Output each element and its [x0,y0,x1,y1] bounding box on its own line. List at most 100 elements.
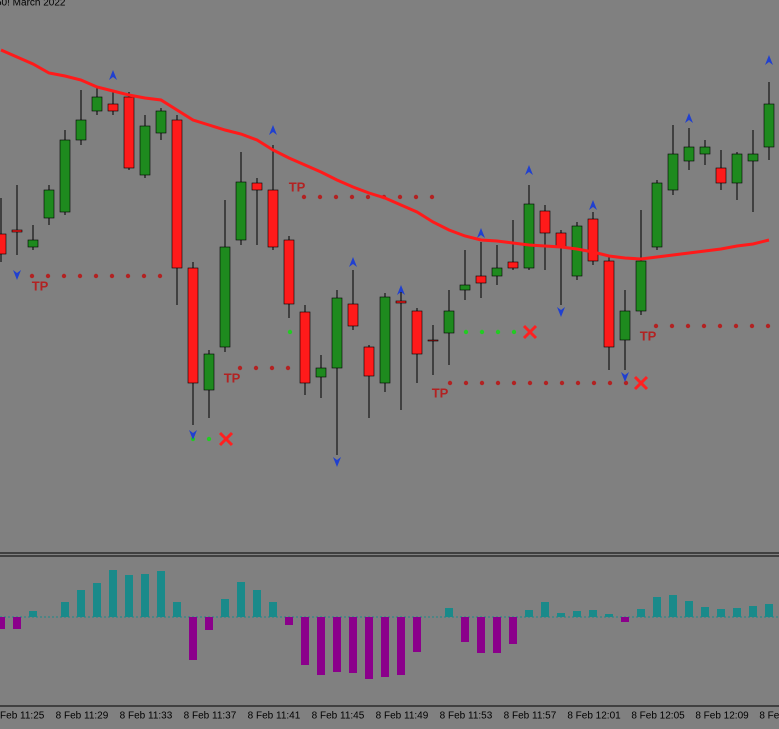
histogram-bar [157,571,165,617]
signal-dot [591,380,597,386]
signal-dot [765,323,771,329]
chart-title: 50! March 2022 [0,0,66,9]
signal-dot [463,380,469,386]
signal-dot [527,380,533,386]
candle-body [555,232,567,248]
x-tick-label: 8 Feb 11:49 [376,711,429,722]
candle-body [587,218,599,262]
histogram-bar [317,617,325,675]
stop-mark [633,375,649,391]
candle-body [763,103,775,148]
histogram-bar [685,601,693,617]
candle-body [155,110,167,134]
up-arrow [109,70,117,80]
candle-body [443,310,455,334]
histogram-bar [221,599,229,617]
signal-dot [333,194,339,200]
candle-body [315,367,327,378]
histogram-bar [509,617,517,644]
histogram-bar [397,617,405,675]
candle-body [747,153,759,162]
candle-body [139,125,151,176]
signal-dot [511,380,517,386]
signal-dot [653,323,659,329]
candle-body [603,260,615,348]
candle-body [411,310,423,355]
candle-body [107,103,119,112]
up-arrow [397,285,405,295]
x-tick-label: 8 Feb 11:37 [184,711,237,722]
signal-dot [29,273,35,279]
histogram-bar [125,575,133,617]
moving-average [0,48,770,261]
x-tick-label: 8 Feb 12:13 [759,711,779,722]
histogram-bar [653,597,661,617]
candle-body [731,153,743,184]
candle-body [427,339,439,342]
up-arrow [525,165,533,175]
histogram-bar [173,602,181,617]
signal-dot [45,273,51,279]
histogram-bar [445,608,453,617]
x-tick-label: 8 Feb 12:05 [631,711,685,722]
histogram-bar [109,570,117,617]
histogram-bar [349,617,357,673]
candle-body [539,210,551,234]
candle-body [491,267,503,277]
x-tick-label: 8 Feb 11:41 [248,711,301,722]
signal-dot [269,365,275,371]
candle-body [219,246,231,348]
candle-body [299,311,311,384]
candle-body [635,260,647,312]
candle-body [651,182,663,248]
down-arrow [621,372,629,382]
signal-dot [253,365,259,371]
candle-body [75,119,87,141]
signal-dot [141,273,147,279]
tp-label: TP [224,370,241,385]
signal-dot [685,323,691,329]
tp-label: TP [289,179,306,194]
up-arrow [349,257,357,267]
histogram-bar [77,590,85,617]
tp-label: TP [640,328,657,343]
histogram-bar [637,609,645,617]
signal-dot [61,273,67,279]
candle-body [347,303,359,327]
histogram-bar [205,617,213,630]
signal-dot [206,436,212,442]
candle-body [187,267,199,384]
histogram-bar [189,617,197,660]
histogram-bar [93,583,101,617]
candle-body [235,181,247,241]
candle-body [267,189,279,248]
candle-body [123,96,135,169]
x-tick-label: 8 Feb 12:09 [695,711,749,722]
signal-dot [511,329,517,335]
signal-dot [607,380,613,386]
signal-dot [447,380,453,386]
candle-body [459,284,471,291]
candle-body [523,203,535,269]
candle-body [379,296,391,384]
down-arrow [189,430,197,440]
candle-body [507,261,519,269]
histogram-bar [749,606,757,617]
histogram-bar [381,617,389,677]
up-arrow [589,200,597,210]
x-tick-label: 8 Feb 11:53 [440,711,493,722]
signal-dot [623,380,629,386]
signal-dot [559,380,565,386]
candle-body [11,229,23,233]
signal-dot [575,380,581,386]
signal-dot [125,273,131,279]
histogram-bar [765,604,773,617]
histogram-bar [0,617,5,629]
down-arrow [557,307,565,317]
stop-mark [218,431,234,447]
x-tick-label: 8 Feb 11:45 [312,711,365,722]
signal-dot [285,365,291,371]
candle-body [667,153,679,191]
histogram-bar [333,617,341,672]
candle-body [395,300,407,304]
